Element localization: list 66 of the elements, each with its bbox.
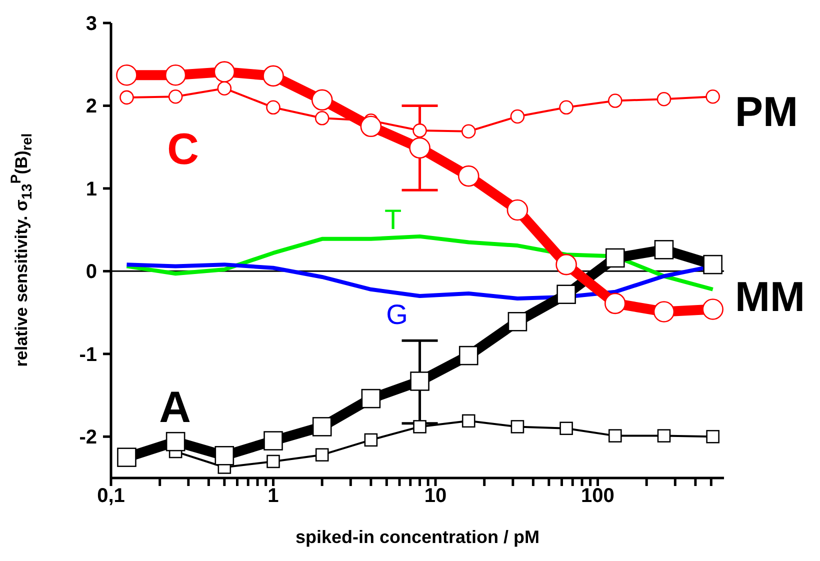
series-label: A — [159, 383, 191, 432]
point — [653, 301, 675, 322]
point — [510, 109, 525, 124]
x-axis-title: spiked-in concentration / pM — [295, 527, 540, 547]
point — [706, 89, 720, 104]
point — [266, 100, 280, 115]
point — [608, 429, 622, 442]
point — [312, 417, 332, 436]
point — [410, 372, 430, 391]
y-tick-label: -1 — [79, 344, 97, 366]
point — [604, 292, 626, 314]
point — [168, 89, 183, 104]
point — [560, 422, 573, 436]
point — [556, 254, 577, 276]
series-label: C — [167, 125, 199, 174]
point — [458, 346, 478, 366]
text: MM — [735, 273, 805, 320]
text: PM — [735, 88, 798, 135]
y-tick-label: 1 — [86, 178, 97, 200]
point — [654, 240, 674, 260]
point — [166, 432, 186, 452]
point — [462, 414, 476, 428]
point — [706, 430, 720, 444]
point — [361, 388, 381, 408]
point — [510, 420, 524, 434]
point — [214, 446, 234, 466]
y-tick-label: -2 — [79, 426, 97, 449]
line-series — [124, 234, 715, 292]
point — [120, 90, 134, 105]
point — [262, 65, 284, 87]
point — [556, 284, 576, 304]
point — [702, 298, 724, 320]
point — [116, 64, 138, 86]
point — [605, 248, 625, 268]
point — [508, 312, 528, 332]
point — [217, 81, 232, 96]
point — [656, 92, 672, 106]
point — [311, 89, 333, 111]
series-label: T — [384, 204, 402, 235]
point — [559, 100, 574, 115]
point — [214, 61, 236, 82]
point — [703, 254, 722, 274]
point — [458, 165, 480, 187]
series-label: G — [386, 299, 408, 330]
point — [164, 64, 186, 86]
y-tick-label: 0 — [86, 261, 97, 284]
point — [657, 429, 671, 442]
y-tick-label: 2 — [86, 96, 97, 118]
x-tick-label: 100 — [581, 485, 614, 508]
point — [364, 433, 378, 447]
point — [413, 420, 426, 434]
point — [461, 124, 476, 139]
point — [117, 448, 136, 467]
x-tick-label: 10 — [424, 485, 447, 508]
point — [264, 431, 283, 450]
point — [409, 137, 430, 159]
point — [266, 454, 280, 468]
point — [506, 199, 528, 221]
point — [314, 110, 330, 126]
point — [315, 448, 329, 462]
x-tick-label: 0,1 — [97, 485, 125, 508]
point — [360, 116, 382, 138]
point — [608, 94, 622, 108]
point — [412, 123, 427, 138]
y-tick-label: 3 — [86, 13, 97, 35]
x-tick-label: 1 — [268, 485, 279, 508]
